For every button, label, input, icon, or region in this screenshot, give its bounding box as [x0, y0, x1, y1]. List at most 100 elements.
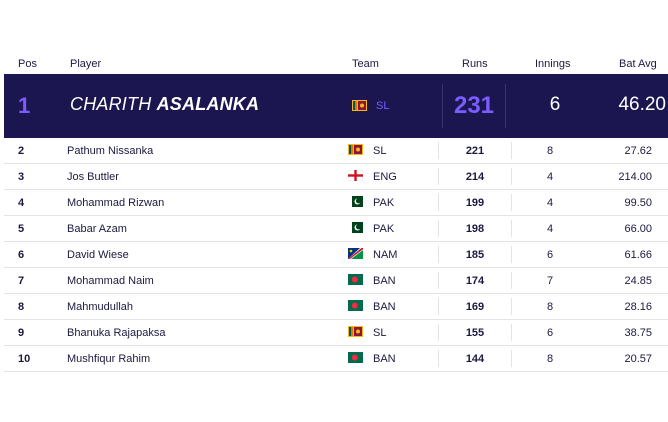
leader-bat-avg: 46.20 — [618, 94, 666, 115]
header-bat-avg: Bat Avg — [619, 58, 657, 70]
table-row[interactable]: 6 David Wiese NAM 185 6 61.66 — [4, 242, 668, 268]
row-pos: 2 — [18, 145, 25, 157]
row-runs: 174 — [465, 275, 485, 287]
row-player[interactable]: Babar Azam — [67, 223, 127, 235]
row-player[interactable]: David Wiese — [67, 249, 129, 261]
row-innings: 4 — [546, 223, 554, 235]
leader-row[interactable]: 1 CHARITH ASALANKA SL 231 6 46.20 — [4, 74, 668, 138]
row-pos: 7 — [18, 275, 25, 287]
leader-runs: 231 — [453, 92, 495, 119]
row-team: BAN — [373, 353, 396, 365]
row-pos: 6 — [18, 249, 25, 261]
row-team: SL — [373, 327, 387, 339]
row-runs-cell: 155 — [438, 324, 512, 341]
row-innings: 6 — [546, 327, 554, 339]
row-player[interactable]: Mohammad Naim — [67, 275, 154, 287]
sri-lanka-flag-icon — [348, 144, 363, 156]
row-runs: 214 — [465, 171, 485, 183]
leader-runs-cell: 231 — [442, 84, 506, 128]
leader-last-name: ASALANKA — [156, 94, 260, 114]
row-innings: 8 — [546, 353, 554, 365]
row-bat-avg: 27.62 — [624, 145, 652, 157]
bangladesh-flag-icon — [348, 300, 363, 312]
row-team: PAK — [373, 197, 395, 209]
row-runs-cell: 185 — [438, 246, 512, 263]
row-runs-cell: 198 — [438, 220, 512, 237]
row-pos: 3 — [18, 171, 25, 183]
row-runs-cell: 221 — [438, 142, 512, 159]
sri-lanka-flag-icon — [348, 326, 363, 338]
table-row[interactable]: 10 Mushfiqur Rahim BAN 144 8 20.57 — [4, 346, 668, 372]
leader-innings: 6 — [549, 94, 561, 115]
row-runs: 198 — [465, 223, 485, 235]
leader-team: SL — [376, 100, 390, 112]
row-runs: 199 — [465, 197, 485, 209]
row-bat-avg: 99.50 — [624, 197, 652, 209]
header-pos: Pos — [18, 58, 37, 70]
row-team: BAN — [373, 301, 396, 313]
table-row[interactable]: 9 Bhanuka Rajapaksa SL 155 6 38.75 — [4, 320, 668, 346]
row-player[interactable]: Jos Buttler — [67, 171, 119, 183]
leader-name: CHARITH ASALANKA — [70, 94, 259, 115]
header-runs: Runs — [462, 58, 488, 70]
row-runs-cell: 214 — [438, 168, 512, 185]
table-row[interactable]: 3 Jos Buttler ENG 214 4 214.00 — [4, 164, 668, 190]
row-team: NAM — [373, 249, 398, 261]
sri-lanka-flag-icon — [352, 100, 367, 118]
row-bat-avg: 66.00 — [624, 223, 652, 235]
row-runs: 155 — [465, 327, 485, 339]
row-pos: 9 — [18, 327, 25, 339]
row-bat-avg: 20.57 — [624, 353, 652, 365]
table-row[interactable]: 4 Mohammad Rizwan PAK 199 4 99.50 — [4, 190, 668, 216]
row-team: BAN — [373, 275, 396, 287]
stats-table: 2 Pathum Nissanka SL 221 8 27.62 3 Jos Buttler E… — [4, 138, 668, 372]
table-row[interactable]: 5 Babar Azam PAK 198 4 66.00 — [4, 216, 668, 242]
row-innings: 8 — [546, 301, 554, 313]
row-pos: 10 — [18, 353, 31, 365]
row-innings: 6 — [546, 249, 554, 261]
row-runs-cell: 144 — [438, 350, 512, 367]
row-innings: 4 — [546, 197, 554, 209]
row-innings: 7 — [546, 275, 554, 287]
row-team: PAK — [373, 223, 395, 235]
table-row[interactable]: 7 Mohammad Naim BAN 174 7 24.85 — [4, 268, 668, 294]
row-bat-avg: 38.75 — [624, 327, 652, 339]
england-flag-icon — [348, 170, 363, 182]
row-player[interactable]: Pathum Nissanka — [67, 145, 154, 157]
row-pos: 8 — [18, 301, 25, 313]
bangladesh-flag-icon — [348, 352, 363, 364]
bangladesh-flag-icon — [348, 274, 363, 286]
row-bat-avg: 24.85 — [624, 275, 652, 287]
row-runs: 185 — [465, 249, 485, 261]
row-pos: 4 — [18, 197, 25, 209]
table-row[interactable]: 2 Pathum Nissanka SL 221 8 27.62 — [4, 138, 668, 164]
row-runs-cell: 174 — [438, 272, 512, 289]
leader-first-name: CHARITH — [70, 94, 152, 114]
row-team: ENG — [373, 171, 397, 183]
row-runs: 169 — [465, 301, 485, 313]
row-innings: 4 — [546, 171, 554, 183]
table-header: Pos Player Team Runs Innings Bat Avg — [0, 54, 668, 74]
table-row[interactable]: 8 Mahmudullah BAN 169 8 28.16 — [4, 294, 668, 320]
row-runs: 221 — [465, 145, 485, 157]
row-player[interactable]: Mushfiqur Rahim — [67, 353, 151, 365]
row-pos: 5 — [18, 223, 25, 235]
row-innings: 8 — [546, 145, 554, 157]
row-player[interactable]: Mohammad Rizwan — [67, 197, 165, 209]
header-player: Player — [70, 58, 102, 70]
row-bat-avg: 28.16 — [624, 301, 652, 313]
header-innings: Innings — [535, 58, 571, 70]
row-team: SL — [373, 145, 387, 157]
row-bat-avg: 61.66 — [624, 249, 652, 261]
row-runs-cell: 169 — [438, 298, 512, 315]
row-player[interactable]: Bhanuka Rajapaksa — [67, 327, 166, 339]
row-player[interactable]: Mahmudullah — [67, 301, 134, 313]
header-team: Team — [352, 58, 379, 70]
pakistan-flag-icon — [348, 222, 363, 234]
leader-pos: 1 — [18, 93, 31, 118]
row-runs: 144 — [465, 353, 485, 365]
row-bat-avg: 214.00 — [618, 171, 652, 183]
namibia-flag-icon — [348, 248, 363, 260]
row-runs-cell: 199 — [438, 194, 512, 211]
pakistan-flag-icon — [348, 196, 363, 208]
